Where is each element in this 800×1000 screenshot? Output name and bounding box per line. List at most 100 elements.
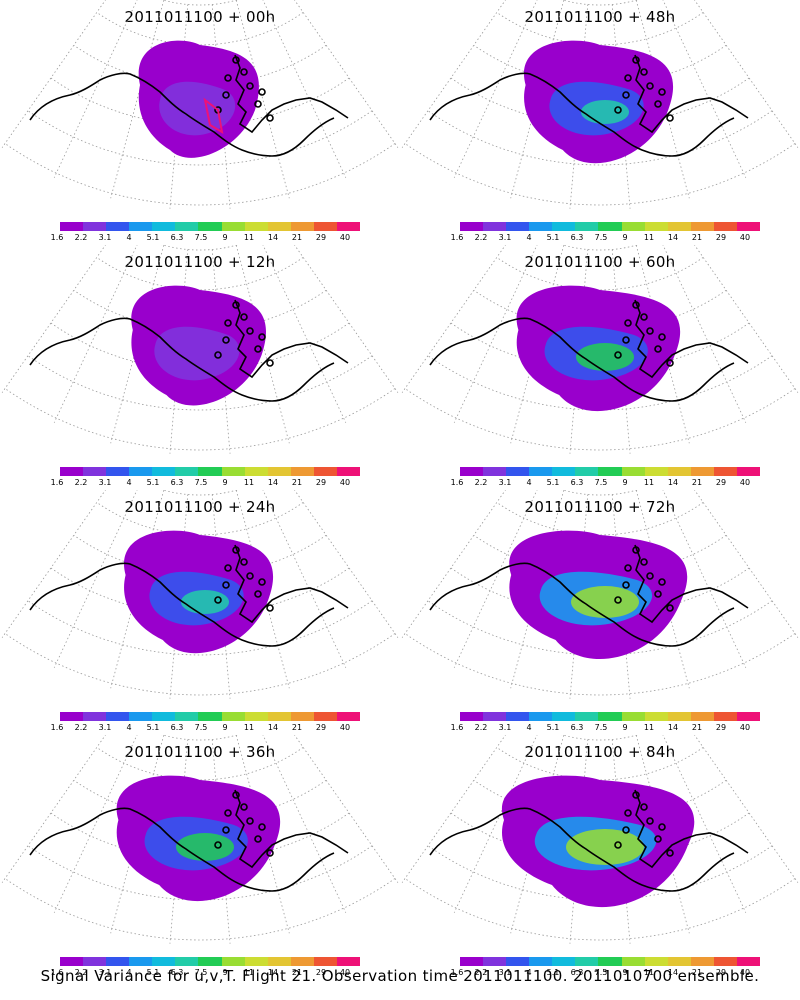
colorbar-tick-label: 6.3 xyxy=(170,478,184,487)
colorbar-ticks: 1.6 2.2 3.1 4 5.1 6.3 7.5 9 11 14 21 29 40 xyxy=(51,233,353,245)
colorbar-tick-label: 29 xyxy=(715,233,727,242)
colorbar-swatch xyxy=(221,712,245,721)
colorbar-tick-label: 40 xyxy=(739,723,751,732)
colorbar xyxy=(60,712,361,721)
colorbar-swatch xyxy=(175,222,199,231)
colorbar-tick-label: 1.6 xyxy=(50,968,64,977)
colorbar-tick-label: 11 xyxy=(643,478,655,487)
colorbar-tick-label: 4 xyxy=(526,968,532,977)
colorbar-tick-label: 6.3 xyxy=(170,968,184,977)
colorbar-tick-label: 11 xyxy=(243,233,255,242)
colorbar-tick-label: 21 xyxy=(291,233,303,242)
colorbar-swatch xyxy=(152,957,176,966)
colorbar-swatch xyxy=(60,957,84,966)
colorbar-tick-label: 40 xyxy=(339,723,351,732)
colorbar-ticks: 1.6 2.2 3.1 4 5.1 6.3 7.5 9 11 14 21 29 40 xyxy=(50,968,353,980)
variance-field xyxy=(509,530,688,660)
variance-field xyxy=(138,40,259,158)
polar-map xyxy=(1,245,399,454)
coastline xyxy=(429,789,749,892)
colorbar-tick-label: 4 xyxy=(526,233,532,242)
colorbar-tick-label: 11 xyxy=(643,968,655,977)
colorbar xyxy=(460,957,761,966)
colorbar-swatch xyxy=(244,712,268,721)
colorbar-swatch xyxy=(336,712,361,721)
colorbar-tick-label: 5.1 xyxy=(546,723,560,732)
colorbar-tick-label: 2.2 xyxy=(74,723,88,732)
colorbar-tick-label: 14 xyxy=(267,968,279,977)
colorbar-swatch xyxy=(644,712,668,721)
colorbar-tick-label: 29 xyxy=(315,723,327,732)
colorbar-tick-label: 4 xyxy=(126,478,132,487)
colorbar-tick-label: 9 xyxy=(622,968,628,977)
coastline xyxy=(429,299,749,402)
colorbar-tick-label: 21 xyxy=(691,968,703,977)
colorbar-swatch xyxy=(483,467,507,476)
colorbar-tick-label: 5.1 xyxy=(546,233,560,242)
variance-region-high xyxy=(566,829,644,865)
colorbar-swatch xyxy=(736,467,761,476)
colorbar-tick-label: 6.3 xyxy=(570,723,584,732)
colorbar-swatch xyxy=(152,222,176,231)
colorbar-tick-label: 2.2 xyxy=(74,478,88,487)
colorbar-tick-label: 4 xyxy=(526,478,532,487)
colorbar-tick-label: 29 xyxy=(715,968,727,977)
colorbar-swatch xyxy=(129,222,153,231)
polar-map xyxy=(401,735,799,944)
coastline xyxy=(429,544,749,647)
colorbar-swatch xyxy=(175,467,199,476)
colorbar-swatch xyxy=(736,222,761,231)
colorbar-swatch xyxy=(83,467,107,476)
colorbar-swatch xyxy=(690,957,714,966)
map-panel: 2011011100 + 12h 1.6 2.2 3.1 4 5.1 6.3 7.5 9 11 14… xyxy=(0,245,400,490)
variance-field xyxy=(131,285,267,406)
colorbar-swatch xyxy=(267,712,291,721)
colorbar-tick-label: 3.1 xyxy=(498,478,512,487)
colorbar-swatch xyxy=(175,712,199,721)
colorbar-swatch xyxy=(290,467,314,476)
colorbar-swatch xyxy=(506,957,530,966)
colorbar-swatch xyxy=(221,957,245,966)
variance-field xyxy=(501,775,695,908)
colorbar-swatch xyxy=(60,467,84,476)
colorbar-tick-label: 11 xyxy=(243,723,255,732)
colorbar-ticks: 1.6 2.2 3.1 4 5.1 6.3 7.5 9 11 14 21 29 40 xyxy=(451,478,753,490)
colorbar-tick-label: 6.3 xyxy=(570,478,584,487)
colorbar-swatch xyxy=(106,222,130,231)
colorbar-swatch xyxy=(460,222,484,231)
polar-map xyxy=(1,0,399,209)
colorbar-swatch xyxy=(667,222,691,231)
colorbar-swatch xyxy=(575,712,599,721)
colorbar-swatch xyxy=(175,957,199,966)
colorbar-swatch xyxy=(667,467,691,476)
colorbar-swatch xyxy=(690,222,714,231)
colorbar-tick-label: 2.2 xyxy=(474,233,488,242)
colorbar xyxy=(60,957,361,966)
colorbar-tick-label: 3.1 xyxy=(98,968,112,977)
colorbar-tick-label: 1.6 xyxy=(450,233,464,242)
colorbar-tick-label: 11 xyxy=(243,968,255,977)
colorbar-swatch xyxy=(736,957,761,966)
colorbar-tick-label: 21 xyxy=(691,233,703,242)
panel-title: 2011011100 + 36h xyxy=(124,743,276,761)
colorbar-tick-label: 1.6 xyxy=(50,478,64,487)
graticule xyxy=(1,245,399,454)
colorbar-tick-label: 5.1 xyxy=(146,968,160,977)
colorbar-tick-label: 29 xyxy=(315,478,327,487)
colorbar-tick-label: 9 xyxy=(222,723,228,732)
colorbar-swatch xyxy=(575,957,599,966)
colorbar-tick-label: 11 xyxy=(243,478,255,487)
colorbar-swatch xyxy=(621,222,645,231)
colorbar-tick-label: 1.6 xyxy=(450,968,464,977)
polar-map xyxy=(401,245,799,454)
colorbar-tick-label: 7.5 xyxy=(594,233,608,242)
colorbar-ticks: 1.6 2.2 3.1 4 5.1 6.3 7.5 9 11 14 21 29 40 xyxy=(51,723,353,735)
colorbar-tick-label: 21 xyxy=(291,723,303,732)
colorbar-swatch xyxy=(552,712,576,721)
colorbar-swatch xyxy=(598,467,622,476)
colorbar-swatch xyxy=(290,957,314,966)
variance-region-high xyxy=(176,833,234,861)
colorbar-swatch xyxy=(60,222,84,231)
colorbar-ticks: 1.6 2.2 3.1 4 5.1 6.3 7.5 9 11 14 21 29 40 xyxy=(451,723,753,735)
colorbar-tick-label: 40 xyxy=(739,478,751,487)
